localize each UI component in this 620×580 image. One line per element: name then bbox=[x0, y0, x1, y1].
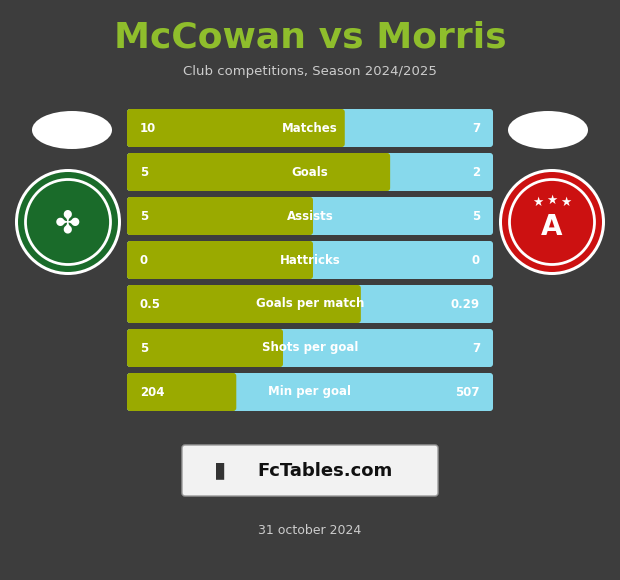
Text: ★: ★ bbox=[546, 194, 557, 206]
Text: Club competitions, Season 2024/2025: Club competitions, Season 2024/2025 bbox=[183, 66, 437, 78]
Text: Goals per match: Goals per match bbox=[256, 298, 364, 310]
Text: Hattricks: Hattricks bbox=[280, 253, 340, 266]
Text: 0: 0 bbox=[140, 253, 148, 266]
Text: ★: ★ bbox=[560, 195, 572, 208]
Text: FcTables.com: FcTables.com bbox=[257, 462, 392, 480]
FancyBboxPatch shape bbox=[127, 197, 493, 235]
Circle shape bbox=[18, 172, 118, 272]
Ellipse shape bbox=[32, 111, 112, 149]
Text: Min per goal: Min per goal bbox=[268, 386, 352, 398]
Text: 2: 2 bbox=[472, 165, 480, 179]
FancyBboxPatch shape bbox=[127, 153, 390, 191]
FancyBboxPatch shape bbox=[127, 109, 345, 147]
Text: A: A bbox=[541, 213, 563, 241]
FancyBboxPatch shape bbox=[127, 285, 361, 323]
FancyBboxPatch shape bbox=[127, 373, 493, 411]
FancyBboxPatch shape bbox=[127, 153, 493, 191]
FancyBboxPatch shape bbox=[127, 109, 493, 147]
Text: ✤: ✤ bbox=[55, 209, 81, 238]
Text: ▮: ▮ bbox=[214, 461, 226, 480]
FancyBboxPatch shape bbox=[127, 329, 493, 367]
FancyBboxPatch shape bbox=[127, 197, 313, 235]
Text: McCowan vs Morris: McCowan vs Morris bbox=[113, 21, 507, 55]
Text: 10: 10 bbox=[140, 121, 156, 135]
Text: 5: 5 bbox=[140, 209, 148, 223]
FancyBboxPatch shape bbox=[182, 445, 438, 496]
Text: 7: 7 bbox=[472, 121, 480, 135]
Text: Assists: Assists bbox=[286, 209, 334, 223]
Text: Goals: Goals bbox=[291, 165, 329, 179]
FancyBboxPatch shape bbox=[127, 241, 493, 279]
Text: 7: 7 bbox=[472, 342, 480, 354]
FancyBboxPatch shape bbox=[127, 373, 236, 411]
Text: Matches: Matches bbox=[282, 121, 338, 135]
Text: 0.29: 0.29 bbox=[451, 298, 480, 310]
Text: Shots per goal: Shots per goal bbox=[262, 342, 358, 354]
FancyBboxPatch shape bbox=[127, 241, 313, 279]
Text: 0.5: 0.5 bbox=[140, 298, 161, 310]
Text: 5: 5 bbox=[472, 209, 480, 223]
Text: 507: 507 bbox=[456, 386, 480, 398]
Text: 31 october 2024: 31 october 2024 bbox=[259, 524, 361, 536]
Text: 0: 0 bbox=[472, 253, 480, 266]
Circle shape bbox=[15, 169, 121, 275]
Text: ★: ★ bbox=[533, 195, 544, 208]
FancyBboxPatch shape bbox=[127, 329, 283, 367]
Circle shape bbox=[499, 169, 605, 275]
Text: 5: 5 bbox=[140, 165, 148, 179]
Circle shape bbox=[502, 172, 602, 272]
Text: 5: 5 bbox=[140, 342, 148, 354]
FancyBboxPatch shape bbox=[127, 285, 493, 323]
Ellipse shape bbox=[508, 111, 588, 149]
Text: 204: 204 bbox=[140, 386, 164, 398]
